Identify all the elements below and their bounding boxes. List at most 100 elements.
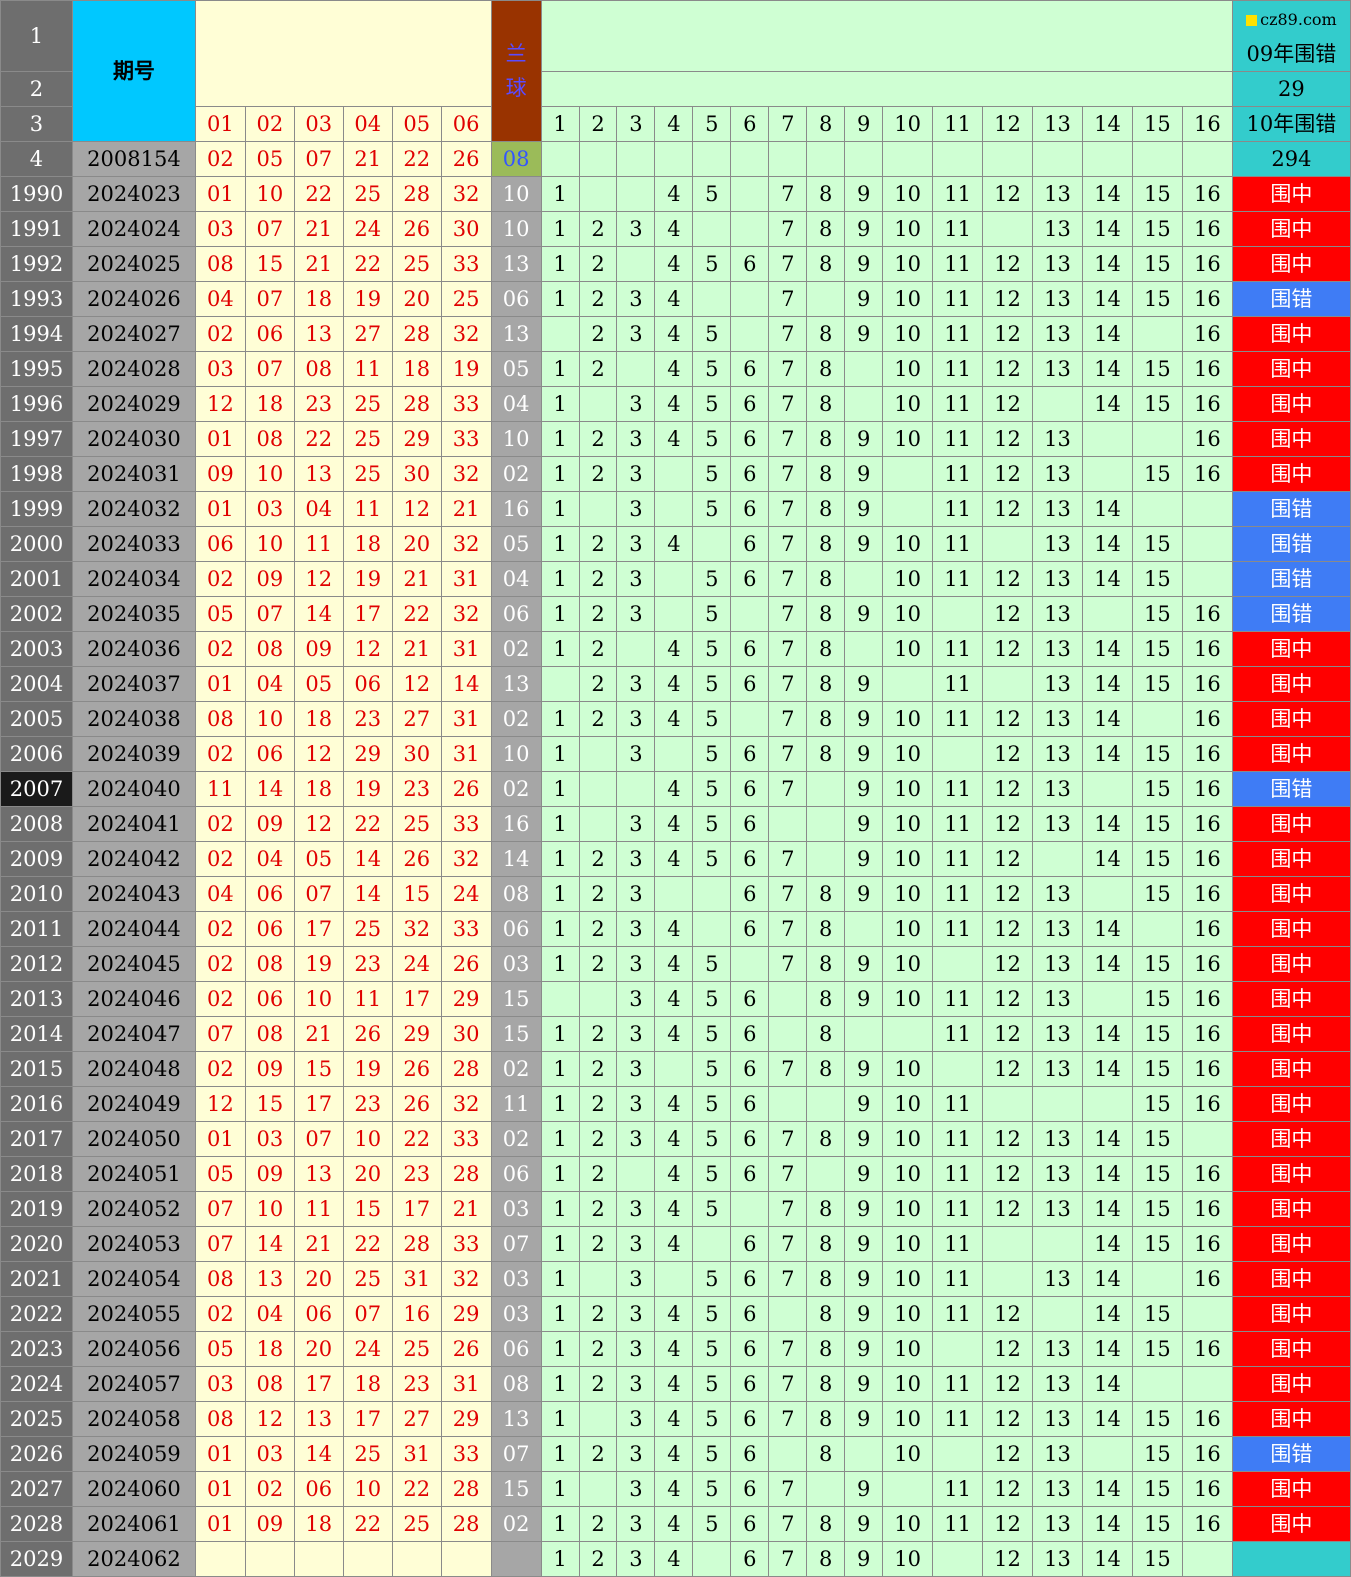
- grid-cell[interactable]: 4: [654, 316, 694, 352]
- row-number[interactable]: 2017: [0, 1121, 73, 1157]
- grid-cell[interactable]: 6: [730, 1156, 770, 1192]
- grid-cell[interactable]: 7: [768, 946, 808, 982]
- grid-cell[interactable]: 12: [982, 1331, 1034, 1367]
- grid-cell[interactable]: [654, 596, 694, 632]
- grid-column-label[interactable]: 14: [1081, 106, 1133, 142]
- red-ball-cell[interactable]: 15: [244, 1086, 295, 1122]
- result-badge[interactable]: 围中: [1231, 1331, 1351, 1367]
- issue-cell[interactable]: 2024048: [71, 1051, 196, 1087]
- grid-cell[interactable]: 8: [806, 386, 846, 422]
- red-ball-cell[interactable]: 25: [342, 386, 393, 422]
- grid-cell[interactable]: [578, 386, 618, 422]
- blue-ball-cell[interactable]: [490, 1541, 542, 1577]
- grid-cell[interactable]: [1181, 491, 1233, 527]
- grid-cell[interactable]: 13: [1032, 1191, 1083, 1227]
- result-badge[interactable]: 围中: [1231, 246, 1351, 282]
- grid-cell[interactable]: 6: [730, 1051, 770, 1087]
- grid-cell[interactable]: [654, 876, 694, 912]
- issue-column-header[interactable]: 期号: [71, 0, 196, 142]
- row-number[interactable]: 2025: [0, 1401, 73, 1437]
- grid-cell[interactable]: 16: [1181, 981, 1233, 1017]
- red-ball-cell[interactable]: 25: [440, 281, 492, 317]
- red-ball-cell[interactable]: 02: [194, 946, 246, 982]
- grid-cell[interactable]: 8: [806, 1121, 846, 1157]
- issue-cell[interactable]: 2024044: [71, 911, 196, 947]
- red-ball-cell[interactable]: 23: [293, 386, 344, 422]
- grid-cell[interactable]: 8: [806, 1506, 846, 1542]
- issue-cell[interactable]: 2024028: [71, 351, 196, 387]
- grid-cell[interactable]: [1032, 386, 1083, 422]
- grid-cell[interactable]: 10: [882, 1366, 934, 1402]
- blue-ball-cell[interactable]: 06: [490, 1331, 542, 1367]
- grid-cell[interactable]: [578, 491, 618, 527]
- grid-cell[interactable]: 15: [1131, 981, 1183, 1017]
- stat-2009-value[interactable]: 29: [1231, 71, 1351, 107]
- grid-cell[interactable]: 5: [692, 1051, 732, 1087]
- grid-cell[interactable]: 15: [1131, 631, 1183, 667]
- grid-cell[interactable]: 10: [882, 1506, 934, 1542]
- grid-cell[interactable]: 13: [1032, 701, 1083, 737]
- grid-cell[interactable]: 11: [932, 526, 984, 562]
- grid-cell[interactable]: 11: [932, 211, 984, 247]
- grid-cell[interactable]: 9: [844, 596, 884, 632]
- result-badge[interactable]: 围错: [1231, 281, 1351, 317]
- grid-cell[interactable]: 12: [982, 491, 1034, 527]
- grid-cell[interactable]: 9: [844, 1156, 884, 1192]
- red-ball-cell[interactable]: 08: [244, 631, 295, 667]
- grid-cell[interactable]: 2: [578, 561, 618, 597]
- grid-cell[interactable]: 11: [932, 386, 984, 422]
- grid-cell[interactable]: 2: [578, 666, 618, 702]
- grid-cell[interactable]: [578, 806, 618, 842]
- grid-cell[interactable]: 1: [540, 841, 580, 877]
- grid-cell[interactable]: 9: [844, 456, 884, 492]
- red-ball-cell[interactable]: 06: [194, 526, 246, 562]
- grid-cell[interactable]: [654, 1261, 694, 1297]
- grid-cell[interactable]: 12: [982, 281, 1034, 317]
- grid-cell[interactable]: 3: [616, 1086, 656, 1122]
- red-ball-cell[interactable]: 11: [342, 351, 393, 387]
- grid-cell[interactable]: 8: [806, 1541, 846, 1577]
- grid-cell[interactable]: 6: [730, 351, 770, 387]
- grid-cell[interactable]: 8: [806, 456, 846, 492]
- red-ball-cell[interactable]: 25: [342, 911, 393, 947]
- grid-cell[interactable]: 13: [1032, 1016, 1083, 1052]
- grid-cell[interactable]: 6: [730, 771, 770, 807]
- issue-cell[interactable]: 2024053: [71, 1226, 196, 1262]
- red-ball-cell[interactable]: 07: [194, 1191, 246, 1227]
- grid-cell[interactable]: 13: [1032, 1471, 1083, 1507]
- red-ball-cell[interactable]: 09: [244, 1506, 295, 1542]
- row-number[interactable]: 2007: [0, 771, 73, 807]
- grid-cell[interactable]: [806, 806, 846, 842]
- grid-cell[interactable]: [982, 211, 1034, 247]
- grid-cell[interactable]: [1181, 1296, 1233, 1332]
- grid-column-label[interactable]: 15: [1131, 106, 1183, 142]
- grid-cell[interactable]: 2: [578, 1366, 618, 1402]
- grid-cell[interactable]: 7: [768, 666, 808, 702]
- grid-cell[interactable]: 9: [844, 1331, 884, 1367]
- red-ball-cell[interactable]: 32: [440, 176, 492, 212]
- red-ball-cell[interactable]: 28: [391, 176, 442, 212]
- grid-cell[interactable]: 12: [982, 456, 1034, 492]
- grid-cell[interactable]: 7: [768, 246, 808, 282]
- grid-cell[interactable]: 13: [1032, 1541, 1083, 1577]
- grid-cell[interactable]: [730, 141, 770, 177]
- grid-cell[interactable]: 9: [844, 1471, 884, 1507]
- red-ball-cell[interactable]: [194, 1541, 246, 1577]
- grid-cell[interactable]: 5: [692, 421, 732, 457]
- red-ball-cell[interactable]: 02: [194, 141, 246, 177]
- row-number[interactable]: 2014: [0, 1016, 73, 1052]
- stat-2009-label-cell[interactable]: cz89.com 09年围错: [1231, 0, 1351, 72]
- grid-cell[interactable]: 4: [654, 386, 694, 422]
- result-badge[interactable]: 围中: [1231, 631, 1351, 667]
- blue-ball-cell[interactable]: 06: [490, 596, 542, 632]
- grid-cell[interactable]: 14: [1081, 946, 1133, 982]
- grid-cell[interactable]: 7: [768, 491, 808, 527]
- red-ball-cell[interactable]: 08: [194, 701, 246, 737]
- grid-cell[interactable]: 14: [1081, 911, 1133, 947]
- red-ball-cell[interactable]: 06: [244, 981, 295, 1017]
- issue-cell[interactable]: 2024034: [71, 561, 196, 597]
- issue-cell[interactable]: 2024040: [71, 771, 196, 807]
- grid-cell[interactable]: 5: [692, 1366, 732, 1402]
- grid-cell[interactable]: 12: [982, 386, 1034, 422]
- grid-cell[interactable]: 1: [540, 771, 580, 807]
